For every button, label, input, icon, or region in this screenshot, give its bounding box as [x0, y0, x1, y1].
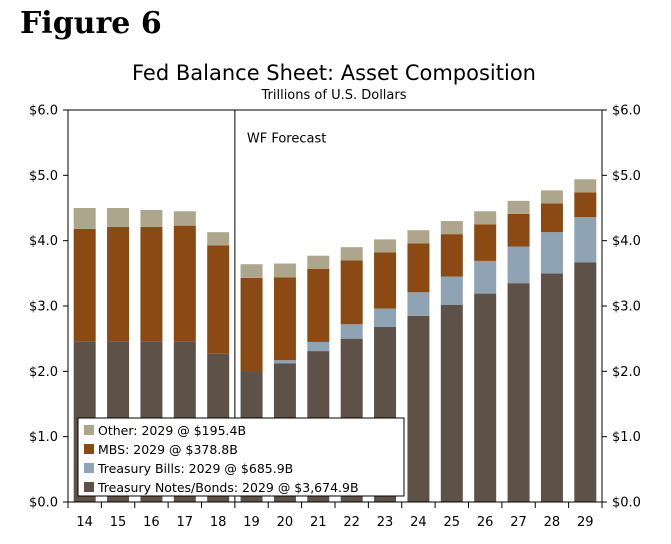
y-tick-label-right: $6.0 [612, 104, 641, 119]
bar-mbs-15 [107, 226, 130, 342]
plot-frame [67, 109, 603, 503]
bar-treasury-bills-21 [307, 341, 330, 352]
bar-treasury-bills-22 [340, 324, 363, 339]
legend-box [77, 417, 405, 497]
bar-treasury-bills-25 [440, 276, 463, 305]
x-tick-label: 28 [544, 515, 561, 530]
x-tick-label: 23 [377, 515, 394, 530]
x-tick-label: 21 [310, 515, 327, 530]
bar-treasury-bills-27 [507, 246, 530, 284]
x-tick-label: 18 [210, 515, 227, 530]
x-tick-label: 16 [143, 515, 160, 530]
legend-swatch-mbs [84, 444, 94, 454]
bar-treasury-notes-bonds-24 [407, 315, 430, 502]
bar-treasury-bills-28 [540, 232, 563, 274]
bar-other-17 [173, 211, 196, 226]
y-tick-label-left: $5.0 [29, 169, 58, 184]
x-tick-label: 27 [510, 515, 527, 530]
legend-swatch-treasury-notes-bonds [84, 482, 94, 492]
bar-mbs-26 [474, 224, 497, 261]
bar-mbs-16 [140, 226, 163, 342]
bar-other-14 [73, 208, 96, 229]
x-tick-label: 15 [110, 515, 127, 530]
legend-label-other: Other: 2029 @ $195.4B [98, 423, 246, 438]
bar-mbs-21 [307, 268, 330, 342]
bar-other-16 [140, 209, 163, 227]
bar-other-26 [474, 211, 497, 225]
bar-mbs-19 [240, 277, 263, 372]
x-tick-label: 20 [277, 515, 294, 530]
legend-label-mbs: MBS: 2029 @ $378.8B [98, 442, 238, 457]
x-tick-label: 14 [76, 515, 93, 530]
y-tick-label-left: $6.0 [29, 104, 58, 119]
x-tick-label: 22 [343, 515, 360, 530]
chart-title: Fed Balance Sheet: Asset Composition [132, 61, 536, 85]
chart-subtitle: Trillions of U.S. Dollars [260, 88, 406, 103]
y-tick-label-right: $4.0 [612, 234, 641, 249]
y-tick-label-right: $1.0 [612, 430, 641, 445]
bar-other-29 [574, 179, 597, 193]
legend-swatch-other [84, 425, 94, 435]
bar-mbs-29 [574, 192, 597, 218]
bar-treasury-bills-24 [407, 292, 430, 316]
bar-mbs-22 [340, 260, 363, 325]
bar-other-23 [374, 239, 397, 253]
bar-other-27 [507, 200, 530, 214]
y-tick-label-left: $0.0 [29, 496, 58, 511]
bar-other-25 [440, 221, 463, 235]
x-tick-label: 25 [444, 515, 461, 530]
x-tick-label: 17 [177, 515, 194, 530]
forecast-label: WF Forecast [247, 132, 326, 147]
bar-other-18 [207, 232, 230, 246]
bar-mbs-25 [440, 234, 463, 277]
bar-treasury-bills-20 [273, 360, 296, 364]
y-tick-label-left: $3.0 [29, 300, 58, 315]
legend: Other: 2029 @ $195.4B MBS: 2029 @ $378.8B… [77, 417, 405, 497]
bar-treasury-bills-29 [574, 217, 597, 263]
legend-swatch-treasury-bills [84, 463, 94, 473]
bar-treasury-bills-23 [374, 308, 397, 327]
bar-treasury-notes-bonds-26 [474, 293, 497, 502]
y-tick-label-right: $2.0 [612, 365, 641, 380]
y-tick-label-left: $2.0 [29, 365, 58, 380]
y-tick-label-right: $0.0 [612, 496, 641, 511]
bar-mbs-18 [207, 245, 230, 354]
bar-other-19 [240, 264, 263, 278]
bar-mbs-14 [73, 228, 96, 342]
y-tick-label-right: $3.0 [612, 300, 641, 315]
bar-other-20 [273, 263, 296, 278]
x-tick-label: 24 [410, 515, 427, 530]
bar-mbs-17 [173, 225, 196, 342]
bar-mbs-27 [507, 213, 530, 247]
legend-label-treasury-bills: Treasury Bills: 2029 @ $685.9B [97, 461, 293, 476]
bar-other-21 [307, 255, 330, 269]
bar-treasury-notes-bonds-25 [440, 304, 463, 502]
bar-mbs-24 [407, 243, 430, 293]
x-tick-label: 29 [577, 515, 594, 530]
bar-mbs-20 [273, 277, 296, 361]
bar-mbs-28 [540, 203, 563, 233]
x-tick-label: 26 [477, 515, 494, 530]
bar-mbs-23 [374, 252, 397, 309]
y-tick-label-right: $5.0 [612, 169, 641, 184]
x-tick-label: 19 [243, 515, 260, 530]
figure-label: Figure 6 [20, 6, 162, 41]
bar-treasury-notes-bonds-28 [540, 273, 563, 502]
y-tick-label-left: $4.0 [29, 234, 58, 249]
bar-other-22 [340, 247, 363, 261]
bar-other-24 [407, 230, 430, 244]
bar-other-28 [540, 190, 563, 204]
y-tick-label-left: $1.0 [29, 430, 58, 445]
bar-treasury-notes-bonds-27 [507, 283, 530, 502]
legend-label-treasury-notes-bonds: Treasury Notes/Bonds: 2029 @ $3,674.9B [97, 480, 359, 495]
bar-other-15 [107, 208, 130, 227]
bar-treasury-bills-26 [474, 260, 497, 294]
bar-treasury-notes-bonds-29 [574, 262, 597, 502]
